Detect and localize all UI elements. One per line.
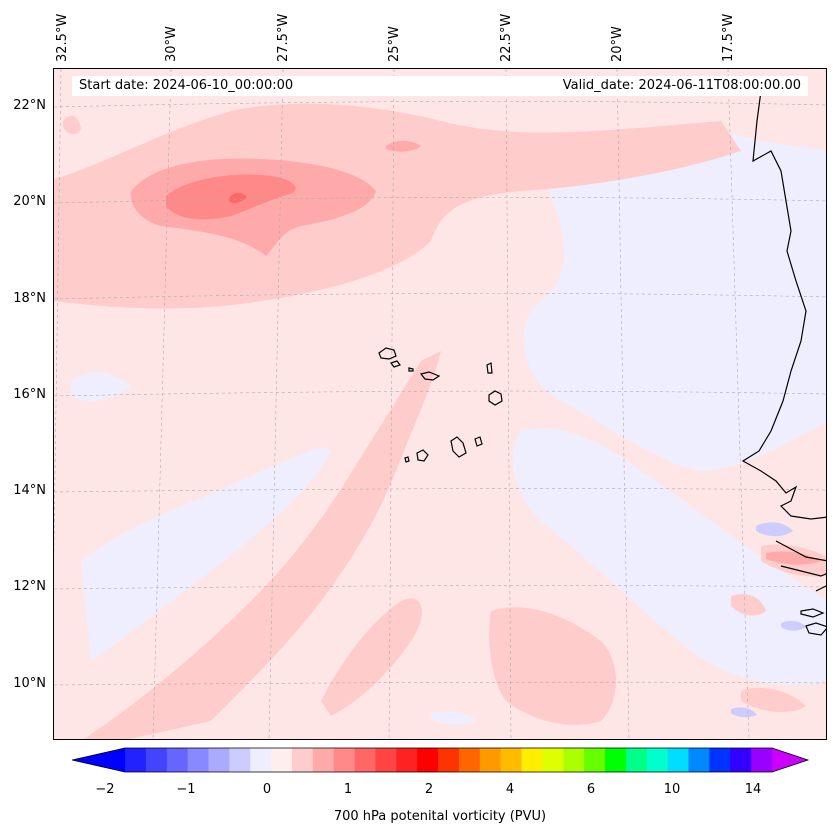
colorbar	[72, 747, 810, 773]
colorbar-swatch	[208, 748, 230, 772]
colorbar-tick-neg2: −2	[95, 782, 115, 797]
colorbar-swatch	[730, 748, 752, 772]
colorbar-tick-1: 1	[343, 782, 353, 797]
lon-label-25w: 25°W	[387, 26, 402, 62]
colorbar-swatch	[396, 748, 418, 772]
lon-label-20w: 20°W	[610, 26, 625, 62]
colorbar-swatch	[479, 748, 502, 772]
colorbar-swatch	[125, 748, 147, 772]
lat-label-14n: 14°N	[13, 483, 46, 498]
colorbar-swatch	[605, 748, 627, 772]
lat-label-12n: 12°N	[13, 579, 46, 594]
lat-label-16n: 16°N	[13, 387, 46, 402]
graticule	[54, 69, 826, 739]
colorbar-swatch	[375, 748, 397, 772]
pv-core-max	[229, 192, 247, 204]
colorbar-swatch	[166, 748, 189, 772]
colorbar-swatch	[542, 748, 564, 772]
colorbar-swatch	[646, 748, 669, 772]
colorbar-swatch	[229, 748, 251, 772]
colorbar-swatch	[688, 748, 710, 772]
colorbar-swatch	[751, 748, 773, 772]
date-header-box	[72, 76, 808, 96]
colorbar-under-triangle	[72, 748, 125, 772]
lat-label-20n: 20°N	[13, 194, 46, 209]
colorbar-tick-6: 6	[586, 782, 596, 797]
pv-contour-map	[54, 69, 826, 739]
colorbar-tick-10: 10	[663, 782, 681, 797]
colorbar-swatch	[291, 748, 314, 772]
african-coastline	[741, 90, 826, 636]
pv-north-band	[54, 103, 826, 739]
map-frame	[53, 68, 827, 740]
lon-label-27-5w: 27.5°W	[276, 13, 291, 62]
colorbar-outline	[72, 747, 810, 773]
colorbar-swatch	[250, 748, 272, 772]
colorbar-over-triangle	[772, 748, 808, 772]
colorbar-swatch	[187, 748, 209, 772]
negative-pv-regions	[71, 133, 826, 725]
colorbar-swatch	[500, 748, 523, 772]
colorbar-swatch	[354, 748, 376, 772]
lat-label-10n: 10°N	[13, 676, 46, 691]
low-pv-patches	[731, 522, 806, 718]
lon-label-30w: 30°W	[164, 26, 179, 62]
colorbar-swatch	[667, 748, 690, 772]
colorbar-swatch	[709, 748, 731, 772]
colorbar-swatch	[145, 748, 168, 772]
colorbar-tick-0: 0	[262, 782, 272, 797]
lat-label-22n: 22°N	[13, 98, 46, 113]
colorbar-tick-neg1: −1	[176, 782, 196, 797]
colorbar-swatch	[417, 748, 439, 772]
lon-label-22-5w: 22.5°W	[499, 13, 514, 62]
lon-label-17-5w: 17.5°W	[721, 13, 736, 62]
colorbar-swatch	[458, 748, 481, 772]
colorbar-tick-4: 4	[505, 782, 515, 797]
lon-label-32-5w: 32.5°W	[55, 13, 70, 62]
valid-date-label: Valid_date: 2024-06-11T08:00:00.00	[562, 78, 801, 93]
colorbar-label: 700 hPa potenital vorticity (PVU)	[333, 809, 547, 824]
cape-verde-islands	[378, 347, 503, 463]
start-date-label: Start date: 2024-06-10_00:00:00	[79, 78, 294, 93]
colorbar-swatch	[271, 748, 293, 772]
colorbar-swatch	[625, 748, 648, 772]
colorbar-swatch	[438, 748, 460, 772]
colorbar-swatch	[333, 748, 356, 772]
colorbar-swatch	[563, 748, 585, 772]
colorbar-swatch	[584, 748, 606, 772]
colorbar-tick-2: 2	[424, 782, 434, 797]
colorbar-swatch	[312, 748, 335, 772]
lat-label-18n: 18°N	[13, 291, 46, 306]
colorbar-tick-14: 14	[744, 782, 762, 797]
colorbar-swatch	[521, 748, 543, 772]
